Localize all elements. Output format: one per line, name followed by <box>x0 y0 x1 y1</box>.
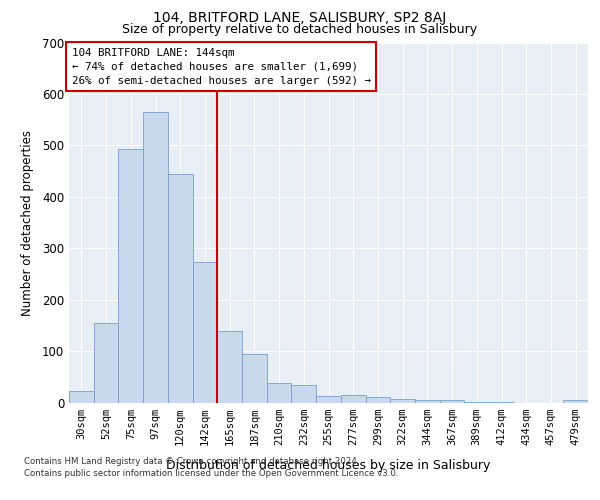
Y-axis label: Number of detached properties: Number of detached properties <box>20 130 34 316</box>
Bar <box>94 323 118 402</box>
Bar <box>365 398 390 402</box>
Text: Contains public sector information licensed under the Open Government Licence v3: Contains public sector information licen… <box>24 468 398 477</box>
Bar <box>242 354 267 403</box>
Bar <box>341 396 365 402</box>
Bar <box>143 112 168 403</box>
Bar <box>168 174 193 402</box>
Bar <box>415 400 440 402</box>
Bar <box>193 262 217 402</box>
Text: Size of property relative to detached houses in Salisbury: Size of property relative to detached ho… <box>122 22 478 36</box>
Bar <box>292 384 316 402</box>
Bar <box>440 400 464 402</box>
Bar <box>118 150 143 402</box>
Text: 104, BRITFORD LANE, SALISBURY, SP2 8AJ: 104, BRITFORD LANE, SALISBURY, SP2 8AJ <box>154 11 446 25</box>
Bar <box>316 396 341 402</box>
Text: Contains HM Land Registry data © Crown copyright and database right 2024.: Contains HM Land Registry data © Crown c… <box>24 458 359 466</box>
Bar <box>267 384 292 402</box>
Bar <box>217 330 242 402</box>
Text: 104 BRITFORD LANE: 144sqm
← 74% of detached houses are smaller (1,699)
26% of se: 104 BRITFORD LANE: 144sqm ← 74% of detac… <box>71 48 371 86</box>
Bar <box>69 391 94 402</box>
Bar <box>390 399 415 402</box>
X-axis label: Distribution of detached houses by size in Salisbury: Distribution of detached houses by size … <box>166 459 491 472</box>
Bar <box>563 400 588 402</box>
